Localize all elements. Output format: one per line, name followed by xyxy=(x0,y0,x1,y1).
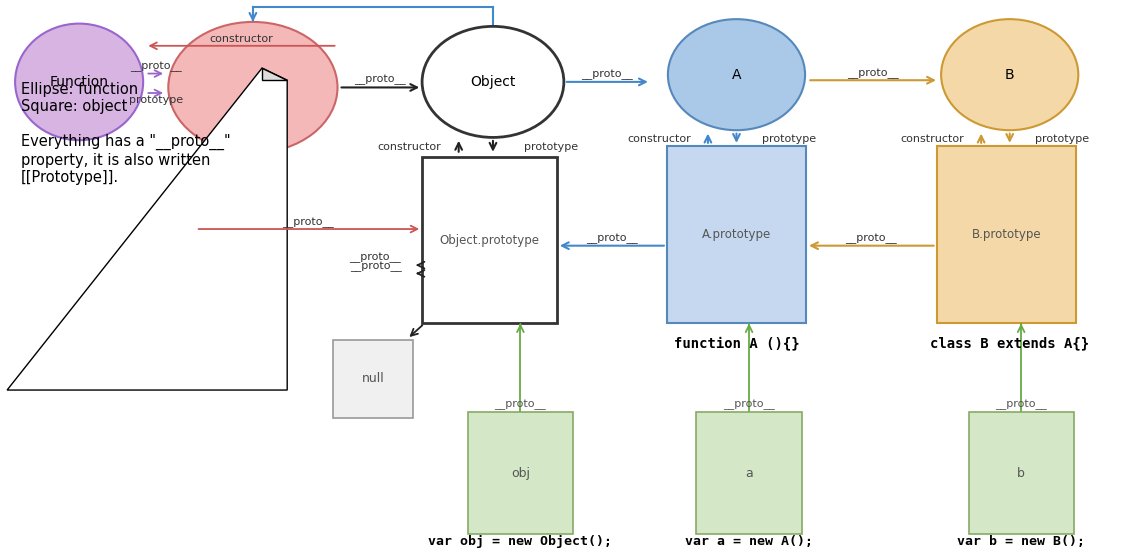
Polygon shape xyxy=(7,68,288,390)
Text: __proto__: __proto__ xyxy=(995,400,1047,410)
Text: __proto__: __proto__ xyxy=(351,262,402,272)
FancyBboxPatch shape xyxy=(697,412,802,535)
Polygon shape xyxy=(262,68,288,80)
Text: constructor: constructor xyxy=(901,133,964,143)
Text: __proto__: __proto__ xyxy=(495,400,547,410)
Text: a: a xyxy=(745,467,753,480)
Text: Object.prototype: Object.prototype xyxy=(440,234,540,247)
FancyBboxPatch shape xyxy=(333,340,413,418)
FancyBboxPatch shape xyxy=(468,412,573,535)
FancyBboxPatch shape xyxy=(936,146,1076,324)
Text: obj: obj xyxy=(511,467,529,480)
Text: B.prototype: B.prototype xyxy=(972,228,1041,241)
Text: constructor: constructor xyxy=(378,142,441,152)
Text: __proto__: __proto__ xyxy=(846,234,897,244)
FancyBboxPatch shape xyxy=(667,146,807,324)
Text: __proto__: __proto__ xyxy=(586,234,637,244)
Text: prototype: prototype xyxy=(524,142,578,152)
Text: var b = new B();: var b = new B(); xyxy=(957,535,1085,549)
Text: __proto__: __proto__ xyxy=(723,400,775,410)
Text: class B extends A{}: class B extends A{} xyxy=(931,336,1090,350)
Text: null: null xyxy=(361,372,384,386)
Text: __proto__: __proto__ xyxy=(581,70,634,80)
Ellipse shape xyxy=(15,23,143,140)
Text: prototype: prototype xyxy=(762,133,816,143)
Ellipse shape xyxy=(168,22,337,153)
Text: constructor: constructor xyxy=(210,34,274,44)
Text: __proto__: __proto__ xyxy=(282,217,333,228)
Text: prototype: prototype xyxy=(128,95,182,105)
Text: __proto__: __proto__ xyxy=(350,253,401,263)
Ellipse shape xyxy=(668,19,806,130)
Text: var a = new A();: var a = new A(); xyxy=(685,535,813,549)
Text: var obj = new Object();: var obj = new Object(); xyxy=(429,535,612,549)
Text: Ellipse: function
Square: object

Everything has a "__proto__"
property, it is a: Ellipse: function Square: object Everyth… xyxy=(21,82,230,185)
FancyBboxPatch shape xyxy=(968,412,1074,535)
Text: A: A xyxy=(732,68,741,81)
Text: prototype: prototype xyxy=(1035,133,1089,143)
Text: __proto__: __proto__ xyxy=(354,75,406,85)
Text: b: b xyxy=(1018,467,1025,480)
Text: A.prototype: A.prototype xyxy=(701,228,771,241)
Text: B: B xyxy=(1005,68,1014,81)
Text: __proto__: __proto__ xyxy=(129,62,181,72)
Text: constructor: constructor xyxy=(627,133,691,143)
Ellipse shape xyxy=(941,19,1078,130)
FancyBboxPatch shape xyxy=(422,157,557,324)
Text: Function: Function xyxy=(49,75,109,89)
Text: function A (){}: function A (){} xyxy=(674,336,799,350)
Ellipse shape xyxy=(422,26,564,137)
Text: __proto__: __proto__ xyxy=(847,69,898,79)
Text: Object: Object xyxy=(470,75,516,89)
